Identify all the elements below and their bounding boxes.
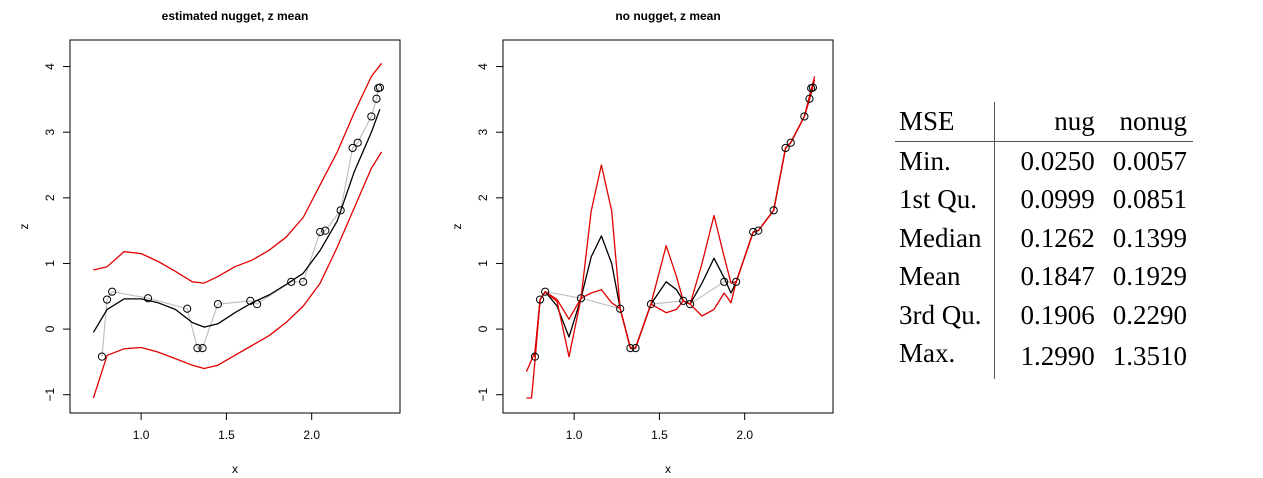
table-cell: 0.0851 bbox=[1107, 180, 1193, 219]
x-tick-label: 2.0 bbox=[736, 428, 753, 442]
series-line-lower-band bbox=[93, 152, 381, 398]
table-header-cell: nug bbox=[994, 102, 1107, 141]
y-tick-label: 2 bbox=[43, 194, 57, 201]
table-cell: Mean bbox=[895, 257, 994, 296]
table-row: 3rd Qu. 0.1906 0.2290 bbox=[895, 296, 1193, 335]
table-row: Max. 1.2990 1.3510 bbox=[895, 334, 1193, 379]
table-row: 1st Qu. 0.0999 0.0851 bbox=[895, 180, 1193, 219]
table-row: Median 0.1262 0.1399 bbox=[895, 219, 1193, 258]
chart-title: estimated nugget, z mean bbox=[162, 9, 309, 23]
table-cell: 1st Qu. bbox=[895, 180, 994, 219]
y-tick-label: −1 bbox=[476, 388, 490, 402]
table-row: Mean 0.1847 0.1929 bbox=[895, 257, 1193, 296]
table-cell: 0.1906 bbox=[994, 296, 1107, 335]
table-cell: 0.1847 bbox=[994, 257, 1107, 296]
table-cell: Max. bbox=[895, 334, 994, 379]
plots-canvas: estimated nugget, z mean 1.0 1.5 2.0 −1 0 1 2 3 4… bbox=[0, 0, 880, 478]
x-tick-label: 1.0 bbox=[566, 428, 583, 442]
table-cell: 0.0057 bbox=[1107, 141, 1193, 180]
x-tick-label: 1.5 bbox=[651, 428, 668, 442]
table-cell: 0.2290 bbox=[1107, 296, 1193, 335]
y-tick-label: 3 bbox=[476, 129, 490, 136]
y-tick-label: 1 bbox=[476, 260, 490, 267]
x-axis-label: x bbox=[665, 462, 671, 476]
table-cell: 1.3510 bbox=[1107, 334, 1193, 379]
table-header-cell: MSE bbox=[895, 102, 994, 141]
y-tick-label: 4 bbox=[43, 63, 57, 70]
table-header-cell: nonug bbox=[1107, 102, 1193, 141]
x-tick-label: 1.0 bbox=[133, 428, 150, 442]
chart-title: no nugget, z mean bbox=[615, 9, 720, 23]
y-tick-label: −1 bbox=[43, 388, 57, 402]
plot-frame bbox=[70, 40, 400, 413]
true-function-line bbox=[102, 88, 380, 357]
y-tick-label: 0 bbox=[43, 325, 57, 332]
series-line-upper-band bbox=[526, 76, 814, 371]
table-cell: Median bbox=[895, 219, 994, 258]
table-header-row: MSE nug nonug bbox=[895, 102, 1193, 141]
plot-frame bbox=[503, 40, 833, 413]
chart-panel: estimated nugget, z mean 1.0 1.5 2.0 −1 0 1 2 3 4… bbox=[17, 9, 400, 476]
series-line-posterior-mean bbox=[93, 109, 380, 332]
chart-panel: no nugget, z mean 1.0 1.5 2.0 −1 0 1 2 3 4 x z bbox=[450, 9, 833, 476]
table-row: Min. 0.0250 0.0057 bbox=[895, 141, 1193, 180]
series-line-upper-band bbox=[93, 63, 381, 283]
x-tick-label: 1.5 bbox=[218, 428, 235, 442]
table-cell: 0.1262 bbox=[994, 219, 1107, 258]
table-cell: 0.0250 bbox=[994, 141, 1107, 180]
x-tick-label: 2.0 bbox=[303, 428, 320, 442]
table-cell: 0.1929 bbox=[1107, 257, 1193, 296]
y-tick-label: 1 bbox=[43, 260, 57, 267]
y-tick-label: 4 bbox=[476, 63, 490, 70]
table-cell: 0.0999 bbox=[994, 180, 1107, 219]
y-axis-label: z bbox=[450, 224, 464, 230]
table-cell: 3rd Qu. bbox=[895, 296, 994, 335]
series-line-lower-band bbox=[526, 80, 814, 398]
true-function-line bbox=[535, 88, 813, 357]
y-tick-label: 2 bbox=[476, 194, 490, 201]
y-tick-label: 0 bbox=[476, 325, 490, 332]
plot-area bbox=[526, 76, 816, 398]
y-tick-label: 3 bbox=[43, 129, 57, 136]
y-axis-label: z bbox=[17, 224, 31, 230]
mse-summary-table: MSE nug nonug Min. 0.0250 0.0057 1st Qu.… bbox=[895, 102, 1193, 379]
plot-area bbox=[93, 63, 383, 398]
table-cell: Min. bbox=[895, 141, 994, 180]
table-cell: 0.1399 bbox=[1107, 219, 1193, 258]
table-cell: 1.2990 bbox=[994, 334, 1107, 379]
x-axis-label: x bbox=[232, 462, 238, 476]
